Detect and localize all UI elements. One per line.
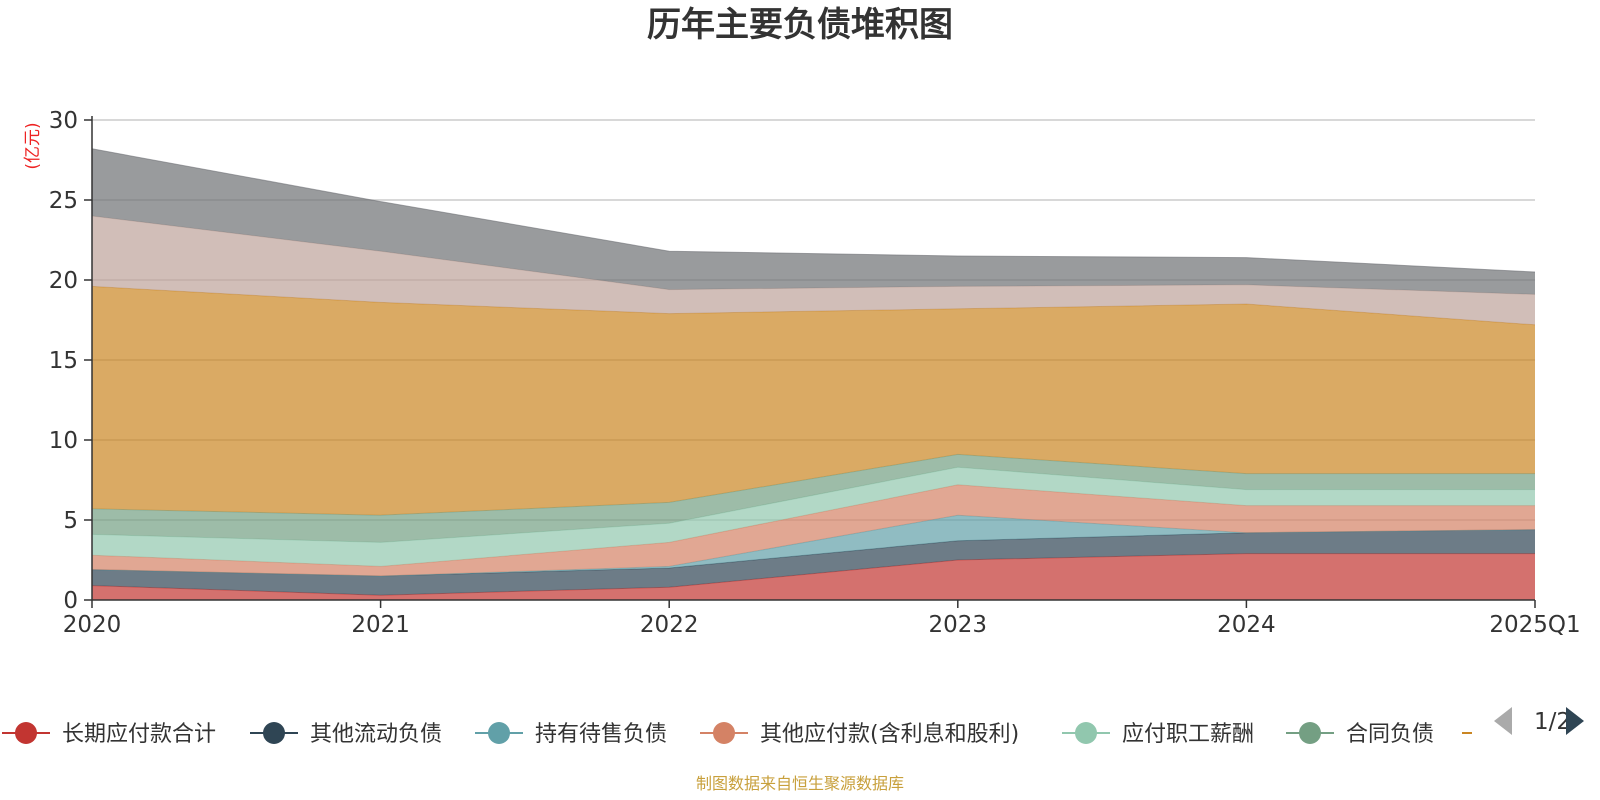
legend-next-icon[interactable] <box>1566 707 1584 735</box>
legend-items: 长期应付款合计 其他流动负债 持有待售负债 其他应付款(含利息和股利) 应付职工薪酬 合同… <box>2 722 1600 747</box>
area-2[interactable] <box>92 529 1535 596</box>
legend-item[interactable]: 长期应付款合计 <box>2 722 216 747</box>
y-tick-label: 5 <box>63 508 78 534</box>
y-tick-label: 15 <box>49 348 78 374</box>
legend-page-indicator: 1/2 <box>1534 709 1571 735</box>
legend: 长期应付款合计 其他流动负债 持有待售负债 其他应付款(含利息和股利) 应付职工薪酬 合同… <box>2 722 1600 747</box>
area-series <box>91 148 1536 600</box>
legend-swatch <box>263 722 285 744</box>
source-note: 制图数据来自恒生聚源数据库 <box>696 774 904 793</box>
x-tick-label: 2021 <box>351 612 410 638</box>
area-8[interactable] <box>92 216 1535 325</box>
area-1[interactable] <box>92 553 1535 600</box>
legend-swatch <box>15 722 37 744</box>
area-6[interactable] <box>92 454 1535 543</box>
area-edge-9 <box>91 148 1536 273</box>
legend-pager: 1/2 <box>1494 707 1584 735</box>
legend-swatch <box>1475 722 1497 744</box>
axes: 0 5 10 15 20 25 30 2020 2021 2022 2023 2024 2025Q1 <box>49 108 1581 638</box>
legend-label: 其他应付款(含利息和股利) <box>760 722 1019 747</box>
area-9[interactable] <box>92 148 1535 295</box>
x-tick-label: 2023 <box>929 612 988 638</box>
x-tick-label: 2024 <box>1217 612 1276 638</box>
chart-title: 历年主要负债堆积图 <box>647 5 953 45</box>
area-edge-7 <box>91 285 1536 326</box>
legend-item[interactable]: 合同负债 <box>1286 722 1434 747</box>
legend-item[interactable]: 其他流动负债 <box>250 722 442 747</box>
area-3[interactable] <box>92 515 1535 576</box>
x-tick-label: 2025Q1 <box>1489 612 1580 638</box>
legend-swatch <box>713 722 735 744</box>
area-4[interactable] <box>92 484 1535 576</box>
y-tick-label: 10 <box>49 428 78 454</box>
x-tick-label: 2022 <box>640 612 699 638</box>
legend-item[interactable]: 短期借款 <box>1462 722 1600 747</box>
legend-label: 应付职工薪酬 <box>1122 722 1254 747</box>
legend-label: 长期应付款合计 <box>62 722 216 747</box>
legend-label: 持有待售负债 <box>535 722 667 747</box>
y-tick-label: 0 <box>63 588 78 614</box>
x-tick-label: 2020 <box>63 612 122 638</box>
y-tick-label: 30 <box>49 108 78 134</box>
area-5[interactable] <box>92 467 1535 567</box>
legend-label: 其他流动负债 <box>310 722 442 747</box>
legend-item[interactable]: 持有待售负债 <box>475 722 667 747</box>
y-axis-unit: (亿元) <box>23 122 43 169</box>
legend-label: 合同负债 <box>1346 722 1434 747</box>
legend-swatch <box>1075 722 1097 744</box>
area-7[interactable] <box>92 286 1535 516</box>
y-tick-label: 25 <box>49 188 78 214</box>
legend-swatch <box>1299 722 1321 744</box>
legend-prev-icon[interactable] <box>1494 707 1512 735</box>
y-tick-label: 20 <box>49 268 78 294</box>
legend-item[interactable]: 应付职工薪酬 <box>1062 722 1254 747</box>
legend-item[interactable]: 其他应付款(含利息和股利) <box>700 722 1019 747</box>
legend-swatch <box>488 722 510 744</box>
